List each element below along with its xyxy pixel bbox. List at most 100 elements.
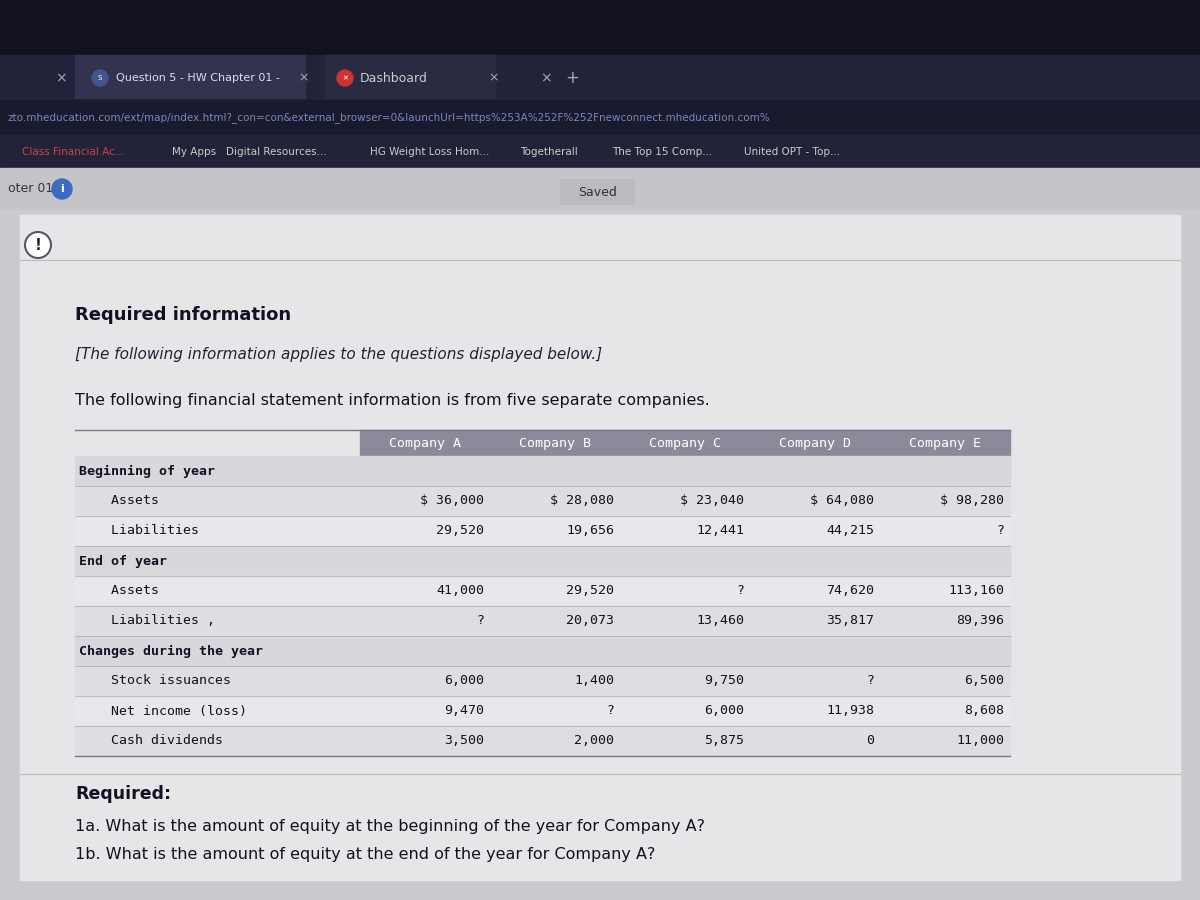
Text: Dashboard: Dashboard [360,71,428,85]
Circle shape [25,232,50,258]
Text: The Top 15 Comp...: The Top 15 Comp... [612,147,713,157]
Bar [74,636,1010,666]
Text: i: i [60,184,64,194]
Text: 19,656: 19,656 [566,525,614,537]
Bar [74,456,1010,486]
Text: $ 36,000: $ 36,000 [420,494,484,508]
Text: 3,500: 3,500 [444,734,484,748]
Text: Net income (loss): Net income (loss) [79,705,247,717]
Text: Question 5 - HW Chapter 01 -: Question 5 - HW Chapter 01 - [116,73,280,83]
Text: Stock issuances: Stock issuances [79,674,230,688]
Circle shape [337,70,353,86]
Bar [20,215,1180,880]
Text: Beginning of year: Beginning of year [79,464,215,478]
Text: ?: ? [996,525,1004,537]
Text: Company C: Company C [649,436,721,449]
Text: !: ! [35,238,42,253]
Text: Assets: Assets [79,494,158,508]
Bar [74,576,1010,606]
Text: Changes during the year: Changes during the year [79,644,263,658]
Text: 6,500: 6,500 [964,674,1004,688]
Text: 12,441: 12,441 [696,525,744,537]
Text: 2,000: 2,000 [574,734,614,748]
Text: ?: ? [476,615,484,627]
Text: 6,000: 6,000 [444,674,484,688]
Text: $ 28,080: $ 28,080 [550,494,614,508]
Text: ×: × [55,71,67,85]
Text: 20,073: 20,073 [566,615,614,627]
Text: 74,620: 74,620 [826,584,874,598]
Text: Required information: Required information [74,306,292,324]
Text: S: S [98,75,102,81]
Text: 11,000: 11,000 [956,734,1004,748]
Text: The following financial statement information is from five separate companies.: The following financial statement inform… [74,392,709,408]
Text: Togetherall: Togetherall [521,147,578,157]
Text: $ 23,040: $ 23,040 [680,494,744,508]
Text: United OPT - Top...: United OPT - Top... [744,147,840,157]
Circle shape [52,179,72,199]
Bar [0,0,1200,55]
Bar [0,100,1200,135]
Text: [The following information applies to the questions displayed below.]: [The following information applies to th… [74,347,602,363]
Text: 5,875: 5,875 [704,734,744,748]
Text: ?: ? [606,705,614,717]
Text: Saved: Saved [578,185,618,199]
Text: My Apps: My Apps [172,147,216,157]
Text: 9,750: 9,750 [704,674,744,688]
Text: Liabilities ,: Liabilities , [79,615,215,627]
Bar [74,666,1010,696]
Text: Digital Resources...: Digital Resources... [227,147,328,157]
Text: $ 98,280: $ 98,280 [940,494,1004,508]
Text: 8,608: 8,608 [964,705,1004,717]
Text: 29,520: 29,520 [566,584,614,598]
Text: zto.mheducation.com/ext/map/index.html?_con=con&external_browser=0&launchUrl=htt: zto.mheducation.com/ext/map/index.html?_… [8,112,770,123]
Bar [74,486,1010,516]
Bar [74,546,1010,576]
Bar [74,606,1010,636]
Text: ?: ? [866,674,874,688]
Bar [0,168,1200,210]
Text: 11,938: 11,938 [826,705,874,717]
Bar [0,210,1200,900]
Text: 35,817: 35,817 [826,615,874,627]
Text: ✕: ✕ [342,75,348,81]
Text: 41,000: 41,000 [436,584,484,598]
Text: 113,160: 113,160 [948,584,1004,598]
Circle shape [92,70,108,86]
Text: HG Weight Loss Hom...: HG Weight Loss Hom... [371,147,490,157]
Text: ×: × [488,71,498,85]
Text: Cash dividends: Cash dividends [79,734,223,748]
Text: 29,520: 29,520 [436,525,484,537]
Text: ?: ? [736,584,744,598]
Text: oter 01: oter 01 [8,183,53,195]
Text: Assets: Assets [79,584,158,598]
Text: ×: × [298,71,308,85]
Bar [0,55,1200,100]
Bar [560,179,635,205]
Text: 1a. What is the amount of equity at the beginning of the year for Company A?: 1a. What is the amount of equity at the … [74,818,706,833]
Text: 6,000: 6,000 [704,705,744,717]
Text: $ 64,080: $ 64,080 [810,494,874,508]
Text: 0: 0 [866,734,874,748]
Text: Required:: Required: [74,785,172,803]
Bar [325,55,496,98]
Text: Company E: Company E [910,436,982,449]
Text: Company B: Company B [520,436,592,449]
Bar [74,55,305,98]
Text: +: + [565,69,578,87]
Bar [74,696,1010,726]
Text: End of year: End of year [79,554,167,568]
Bar [74,726,1010,756]
Text: 89,396: 89,396 [956,615,1004,627]
Bar [0,135,1200,168]
Bar [360,430,1010,456]
Text: 13,460: 13,460 [696,615,744,627]
Text: Company D: Company D [779,436,851,449]
Text: ×: × [540,71,552,85]
Text: Class Financial Ac...: Class Financial Ac... [22,147,125,157]
Text: 9,470: 9,470 [444,705,484,717]
Text: 1b. What is the amount of equity at the end of the year for Company A?: 1b. What is the amount of equity at the … [74,847,655,861]
Text: Company A: Company A [389,436,461,449]
Text: Liabilities: Liabilities [79,525,199,537]
Text: 44,215: 44,215 [826,525,874,537]
